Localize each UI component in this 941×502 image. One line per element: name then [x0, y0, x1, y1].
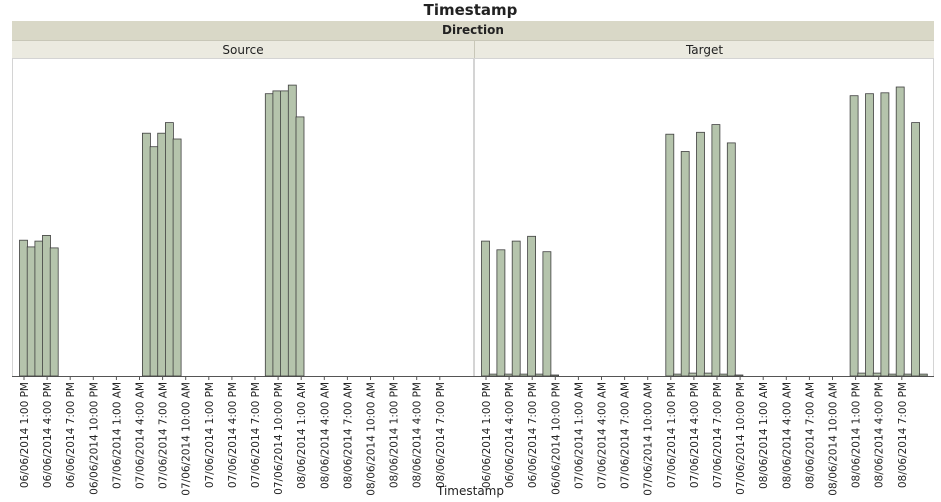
bar	[511, 240, 521, 377]
bar	[49, 247, 59, 377]
x-tick-label: 07/06/2014 10:00 PM	[273, 382, 285, 495]
x-tick-label: 07/06/2014 4:00 AM	[597, 382, 609, 489]
x-tick-label: 07/06/2014 1:00 AM	[111, 382, 123, 489]
x-tick-label: 06/06/2014 1:00 PM	[19, 382, 31, 488]
x-tick-label: 08/06/2014 7:00 PM	[435, 382, 447, 488]
bar	[481, 240, 490, 377]
x-tick-label: 06/06/2014 4:00 PM	[504, 382, 516, 488]
x-tick-label: 07/06/2014 10:00 AM	[181, 382, 193, 496]
x-tick-label: 06/06/2014 10:00 PM	[550, 382, 562, 495]
bar	[287, 84, 297, 377]
bar	[903, 373, 913, 377]
bar	[519, 373, 529, 377]
x-tick-label: 08/06/2014 10:00 AM	[828, 382, 840, 496]
panel-header-target: Target	[474, 40, 934, 58]
x-tick-label: 08/06/2014 1:00 AM	[758, 382, 770, 489]
x-tick-label: 08/06/2014 4:00 AM	[319, 382, 331, 489]
bar	[734, 374, 744, 377]
x-tick-label: 07/06/2014 1:00 PM	[666, 382, 678, 488]
bar	[696, 131, 705, 377]
bar	[711, 124, 721, 377]
x-tick-label: 08/06/2014 1:00 PM	[389, 382, 401, 488]
bar	[295, 116, 305, 377]
bar	[504, 373, 513, 377]
bar	[688, 372, 698, 377]
x-tick-label: 07/06/2014 4:00 PM	[689, 382, 701, 488]
bar	[272, 90, 282, 377]
x-tick-label: 07/06/2014 1:00 AM	[573, 382, 585, 489]
x-tick-label: 08/06/2014 1:00 PM	[851, 382, 863, 488]
bar	[527, 235, 536, 377]
bar	[880, 92, 890, 377]
bar	[888, 373, 897, 377]
x-tick-label: 06/06/2014 7:00 PM	[65, 382, 77, 488]
panel-frame-source	[12, 58, 474, 377]
x-tick-label: 06/06/2014 7:00 PM	[527, 382, 539, 488]
bar	[157, 132, 167, 377]
x-tick-label: 08/06/2014 4:00 PM	[412, 382, 424, 488]
panel-header-source: Source	[12, 40, 474, 58]
bar	[703, 372, 713, 377]
x-tick-label: 07/06/2014 10:00 PM	[735, 382, 747, 495]
x-axis-label: Timestamp	[437, 484, 504, 498]
bar	[26, 246, 36, 377]
bar	[534, 373, 544, 377]
bar	[496, 249, 506, 377]
bar	[665, 133, 675, 377]
bar	[911, 122, 920, 377]
x-tick-label: 06/06/2014 1:00 PM	[481, 382, 493, 488]
x-tick-label: 08/06/2014 1:00 AM	[296, 382, 308, 489]
x-tick-label: 06/06/2014 10:00 PM	[88, 382, 100, 495]
bar	[872, 372, 882, 377]
bar	[895, 86, 905, 377]
x-tick-label: 07/06/2014 4:00 AM	[135, 382, 147, 489]
x-tick-label: 07/06/2014 7:00 PM	[712, 382, 724, 488]
bar	[488, 373, 498, 377]
bar	[918, 373, 928, 377]
x-tick-label: 08/06/2014 7:00 AM	[804, 382, 816, 489]
bar	[280, 90, 290, 377]
bar	[19, 239, 28, 377]
bar	[865, 93, 874, 377]
x-tick-label: 07/06/2014 7:00 PM	[250, 382, 262, 488]
x-tick-label: 07/06/2014 7:00 AM	[158, 382, 170, 489]
bar	[542, 251, 552, 377]
x-tick-label: 08/06/2014 4:00 AM	[781, 382, 793, 489]
facet-header-direction: Direction	[12, 21, 934, 40]
bar	[726, 142, 736, 377]
bar	[149, 146, 159, 377]
bar	[673, 373, 682, 377]
bar	[264, 93, 274, 377]
x-tick-label: 08/06/2014 7:00 AM	[342, 382, 354, 489]
bar	[857, 372, 867, 377]
bar	[680, 151, 690, 377]
x-tick-label: 07/06/2014 7:00 AM	[620, 382, 632, 489]
x-tick-label: 06/06/2014 4:00 PM	[42, 382, 54, 488]
x-tick-label: 08/06/2014 4:00 PM	[874, 382, 886, 488]
chart-title: Timestamp	[423, 1, 518, 19]
x-tick-label: 07/06/2014 1:00 PM	[204, 382, 216, 488]
x-tick-label: 07/06/2014 4:00 PM	[227, 382, 239, 488]
bar	[172, 138, 182, 377]
bar	[34, 240, 44, 377]
x-tick-label: 08/06/2014 7:00 PM	[897, 382, 909, 488]
x-tick-label: 08/06/2014 10:00 AM	[366, 382, 378, 496]
bar	[42, 234, 51, 377]
bar	[719, 373, 728, 377]
x-tick-label: 07/06/2014 10:00 AM	[643, 382, 655, 496]
bar	[849, 95, 859, 377]
bar	[550, 374, 559, 377]
bar	[164, 122, 174, 377]
bar	[141, 132, 151, 377]
